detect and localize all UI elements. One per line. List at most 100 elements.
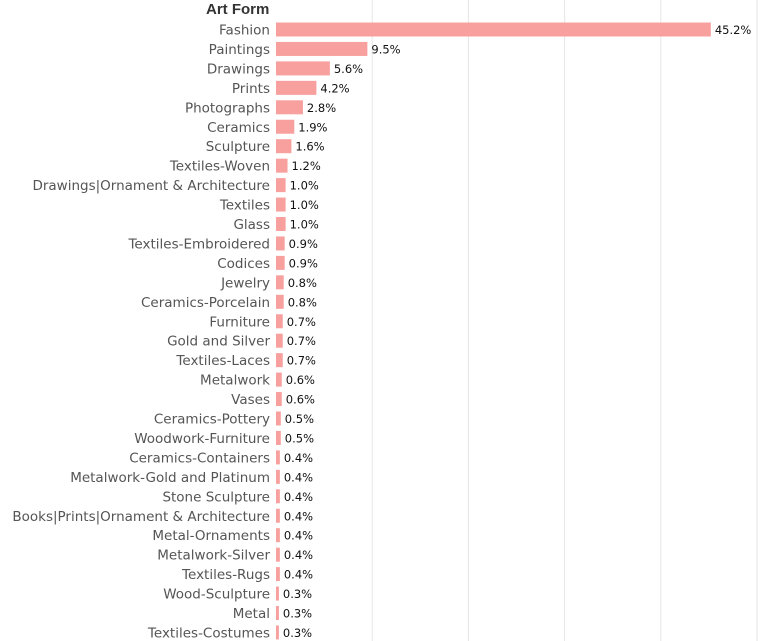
bar [276, 547, 280, 562]
value-label: 4.2% [320, 81, 349, 95]
value-labels: 45.2% 9.5% 5.6% 4.2% 2.8% 1.9% 1.6% 1.2% 1.0% 1.0… [283, 23, 752, 640]
row-header: Art Form [206, 1, 269, 18]
value-label: 1.0% [290, 179, 319, 193]
category-label: Ceramics-Pottery [154, 412, 270, 428]
bar [276, 119, 295, 134]
category-labels: Fashion Paintings Drawings Prints Photograph… [12, 23, 270, 641]
bar [276, 333, 283, 348]
bar [276, 61, 330, 76]
value-label: 0.4% [284, 490, 313, 504]
bar [276, 411, 281, 426]
value-label: 0.6% [286, 393, 315, 407]
category-label: Paintings [209, 42, 270, 58]
value-label: 0.4% [284, 568, 313, 582]
bar [276, 41, 368, 56]
bar [276, 392, 282, 407]
value-label: 2.8% [307, 101, 336, 115]
category-label: Metal-Ornaments [152, 528, 270, 544]
bar [276, 178, 286, 193]
value-label: 0.5% [285, 412, 314, 426]
value-label: 1.9% [298, 120, 327, 134]
value-label: 0.3% [283, 626, 312, 640]
bar [276, 80, 317, 95]
category-label: Metalwork-Silver [157, 548, 270, 564]
bar [276, 430, 281, 445]
bar [276, 625, 279, 640]
category-label: Woodwork-Furniture [134, 431, 270, 447]
category-label: Fashion [219, 23, 270, 39]
category-label: Textiles [219, 198, 270, 214]
bar [276, 606, 279, 620]
category-label: Textiles-Costumes [147, 625, 270, 641]
value-label: 0.8% [288, 276, 317, 290]
bar [276, 469, 280, 484]
category-label: Textiles-Laces [175, 353, 270, 369]
value-label: 0.3% [283, 607, 312, 621]
category-label: Metalwork [200, 373, 270, 389]
value-label: 0.7% [287, 354, 316, 368]
bar [276, 353, 283, 368]
category-label: Textiles-Woven [169, 159, 270, 175]
bar [276, 22, 711, 37]
bar [276, 236, 285, 251]
bar [276, 197, 286, 212]
category-label: Prints [232, 81, 270, 97]
value-label: 0.4% [284, 548, 313, 562]
category-label: Wood-Sculpture [163, 587, 270, 603]
category-label: Glass [233, 217, 270, 233]
value-label: 0.3% [283, 587, 312, 601]
value-label: 0.7% [287, 334, 316, 348]
value-label: 0.4% [284, 509, 313, 523]
bar [276, 255, 285, 270]
value-label: 1.6% [295, 140, 324, 154]
category-label: Books|Prints|Ornament & Architecture [12, 509, 270, 525]
value-label: 0.8% [288, 295, 317, 309]
category-label: Vases [231, 392, 270, 408]
value-label: 0.9% [289, 237, 318, 251]
gridlines [371, 0, 758, 641]
category-label: Photographs [185, 100, 270, 116]
bar [276, 528, 280, 543]
value-label: 0.9% [289, 256, 318, 270]
category-label: Codices [217, 256, 270, 272]
bar [276, 217, 286, 231]
category-label: Furniture [209, 314, 270, 330]
category-label: Ceramics [207, 120, 270, 136]
category-label: Metalwork-Gold and Platinum [70, 470, 270, 486]
category-label: Textiles-Rugs [181, 567, 270, 583]
bars [276, 22, 711, 640]
category-label: Gold and Silver [167, 334, 270, 350]
bar [276, 275, 284, 290]
value-label: 5.6% [334, 62, 363, 76]
value-label: 1.0% [290, 218, 319, 232]
value-label: 0.7% [287, 315, 316, 329]
category-label: Metal [233, 606, 270, 622]
bar [276, 450, 280, 465]
category-label: Sculpture [206, 139, 270, 155]
bar [276, 567, 280, 582]
category-label: Drawings|Ornament & Architecture [32, 178, 270, 194]
category-label: Drawings [207, 61, 270, 77]
bar [276, 508, 280, 523]
bar [276, 294, 284, 309]
bar [276, 139, 292, 154]
category-label: Textiles-Embroidered [127, 236, 270, 252]
value-label: 1.0% [290, 198, 319, 212]
bar [276, 158, 288, 173]
category-label: Jewelry [220, 275, 270, 291]
bar [276, 314, 283, 329]
value-label: 1.2% [292, 159, 321, 173]
value-label: 0.4% [284, 470, 313, 484]
value-label: 0.6% [286, 373, 315, 387]
bar [276, 489, 280, 504]
value-label: 9.5% [371, 42, 400, 56]
category-label: Ceramics-Containers [129, 450, 270, 466]
value-label: 0.4% [284, 529, 313, 543]
value-label: 0.5% [285, 431, 314, 445]
bar [276, 372, 282, 387]
category-label: Ceramics-Porcelain [141, 295, 270, 311]
value-label: 45.2% [715, 23, 752, 37]
category-label: Stone Sculpture [162, 489, 270, 505]
bar [276, 100, 303, 115]
